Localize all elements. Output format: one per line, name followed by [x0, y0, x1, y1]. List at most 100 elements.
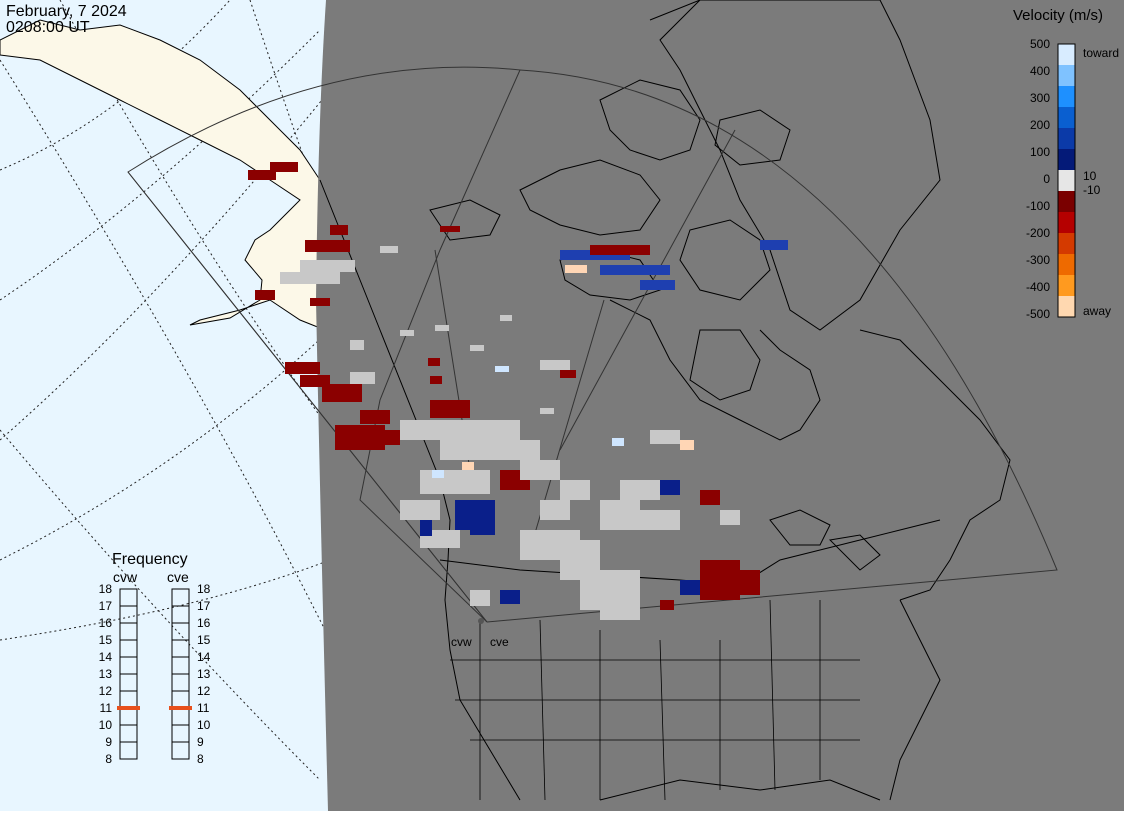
frequency-title: Frequency	[112, 551, 188, 568]
frequency-tick-label: 10	[99, 718, 113, 732]
legend-title: Velocity (m/s)	[1013, 7, 1103, 24]
colorbar-segment	[1058, 65, 1075, 87]
velocity-tick-label: 500	[1030, 37, 1050, 51]
date-label: February, 7 2024	[6, 3, 127, 20]
scatter-cell	[590, 245, 650, 255]
scatter-cell	[440, 226, 460, 232]
scatter-cell	[430, 400, 470, 418]
radar-site-marker	[478, 618, 484, 624]
scatter-cell	[760, 240, 788, 250]
frequency-tick-label: 9	[105, 735, 112, 749]
scatter-cell	[620, 480, 660, 500]
frequency-tick-label: 8	[105, 752, 112, 766]
scatter-cell	[380, 430, 400, 445]
velocity-tick-label: 100	[1030, 145, 1050, 159]
scatter-cell	[600, 600, 640, 620]
scatter-cell	[480, 440, 540, 460]
scatter-cell	[380, 246, 398, 253]
colorbar-segment	[1058, 149, 1075, 171]
velocity-tick-label: -300	[1026, 253, 1050, 267]
scatter-cell	[305, 240, 350, 252]
scatter-cell	[560, 370, 576, 378]
frequency-tick-label: 16	[197, 616, 211, 630]
frequency-tick-label: 17	[197, 599, 211, 613]
scatter-cell	[720, 510, 740, 525]
velocity-tick-label: 0	[1043, 172, 1050, 186]
radar-site-label-cvw: cvw	[451, 635, 472, 649]
frequency-tick-label: 17	[99, 599, 113, 613]
scatter-cell	[350, 340, 364, 350]
scatter-cell	[420, 470, 490, 494]
scatter-cell	[255, 290, 275, 300]
frequency-marker	[117, 706, 140, 710]
frequency-tick-label: 16	[99, 616, 113, 630]
alaska-landmass	[0, 19, 326, 331]
scatter-cell	[495, 366, 509, 372]
velocity-tick-label: 300	[1030, 91, 1050, 105]
colorbar-segment	[1058, 170, 1075, 192]
scatter-cell	[470, 515, 495, 535]
state-borders	[450, 599, 860, 801]
time-label: 0208:00 UT	[6, 19, 90, 36]
scatter-cell	[460, 420, 520, 442]
velocity-tick-label: -10	[1083, 183, 1101, 197]
scatter-cell	[700, 560, 740, 600]
scatter-cell	[565, 265, 587, 273]
scatter-cell	[640, 280, 675, 290]
colorbar-segment	[1058, 128, 1075, 150]
scatter-cell	[322, 384, 362, 402]
scatter-cell	[280, 272, 340, 284]
scatter-cell	[500, 315, 512, 321]
colorbar-segment	[1058, 212, 1075, 234]
scatter-cell	[310, 298, 330, 306]
frequency-radar-label-cve: cve	[167, 569, 189, 585]
scatter-cell	[600, 265, 670, 275]
scatter-cell	[432, 470, 444, 478]
scatter-cell	[650, 430, 680, 444]
scatter-cell	[248, 170, 276, 180]
scatter-cell	[660, 480, 680, 495]
velocity-tick-label: 200	[1030, 118, 1050, 132]
frequency-tick-label: 15	[99, 633, 113, 647]
legend-toward-label: toward	[1083, 46, 1119, 60]
frequency-tick-label: 13	[99, 667, 113, 681]
scatter-cell	[400, 420, 460, 440]
frequency-marker	[169, 706, 192, 710]
velocity-tick-label: -500	[1026, 307, 1050, 321]
velocity-tick-label: -400	[1026, 280, 1050, 294]
scatter-cell	[520, 460, 560, 480]
frequency-tick-label: 12	[99, 684, 113, 698]
frequency-radar-label-cvw: cvw	[113, 569, 138, 585]
scatter-cell	[335, 425, 385, 450]
scatter-cell	[300, 260, 355, 272]
scatter-cell	[680, 580, 700, 595]
scatter-cell	[435, 325, 449, 331]
colorbar-segment	[1058, 275, 1075, 297]
legend-away-label: away	[1083, 304, 1111, 318]
scatter-cell	[680, 440, 694, 450]
frequency-tick-label: 18	[197, 582, 211, 596]
scatter-cell	[270, 162, 298, 172]
frequency-tick-label: 15	[197, 633, 211, 647]
scatter-cell	[440, 440, 480, 460]
velocity-colorbar	[1057, 43, 1076, 318]
frequency-tick-label: 14	[197, 650, 211, 664]
frequency-tick-label: 13	[197, 667, 211, 681]
frequency-tick-label: 12	[197, 684, 211, 698]
frequency-tick-label: 11	[100, 701, 113, 715]
velocity-tick-label: 400	[1030, 64, 1050, 78]
colorbar-segment	[1058, 254, 1075, 276]
colorbar-segment	[1058, 44, 1075, 66]
colorbar-segment	[1058, 107, 1075, 129]
colorbar-segment	[1058, 233, 1075, 255]
scatter-cell	[660, 600, 674, 610]
scatter-cell	[420, 520, 432, 536]
scatter-cell	[470, 590, 490, 606]
scatter-cell	[640, 510, 680, 530]
frequency-tick-label: 11	[197, 701, 210, 715]
colorbar-frame	[1057, 43, 1076, 318]
scatter-cell	[400, 330, 414, 336]
scatter-cell	[428, 358, 440, 366]
